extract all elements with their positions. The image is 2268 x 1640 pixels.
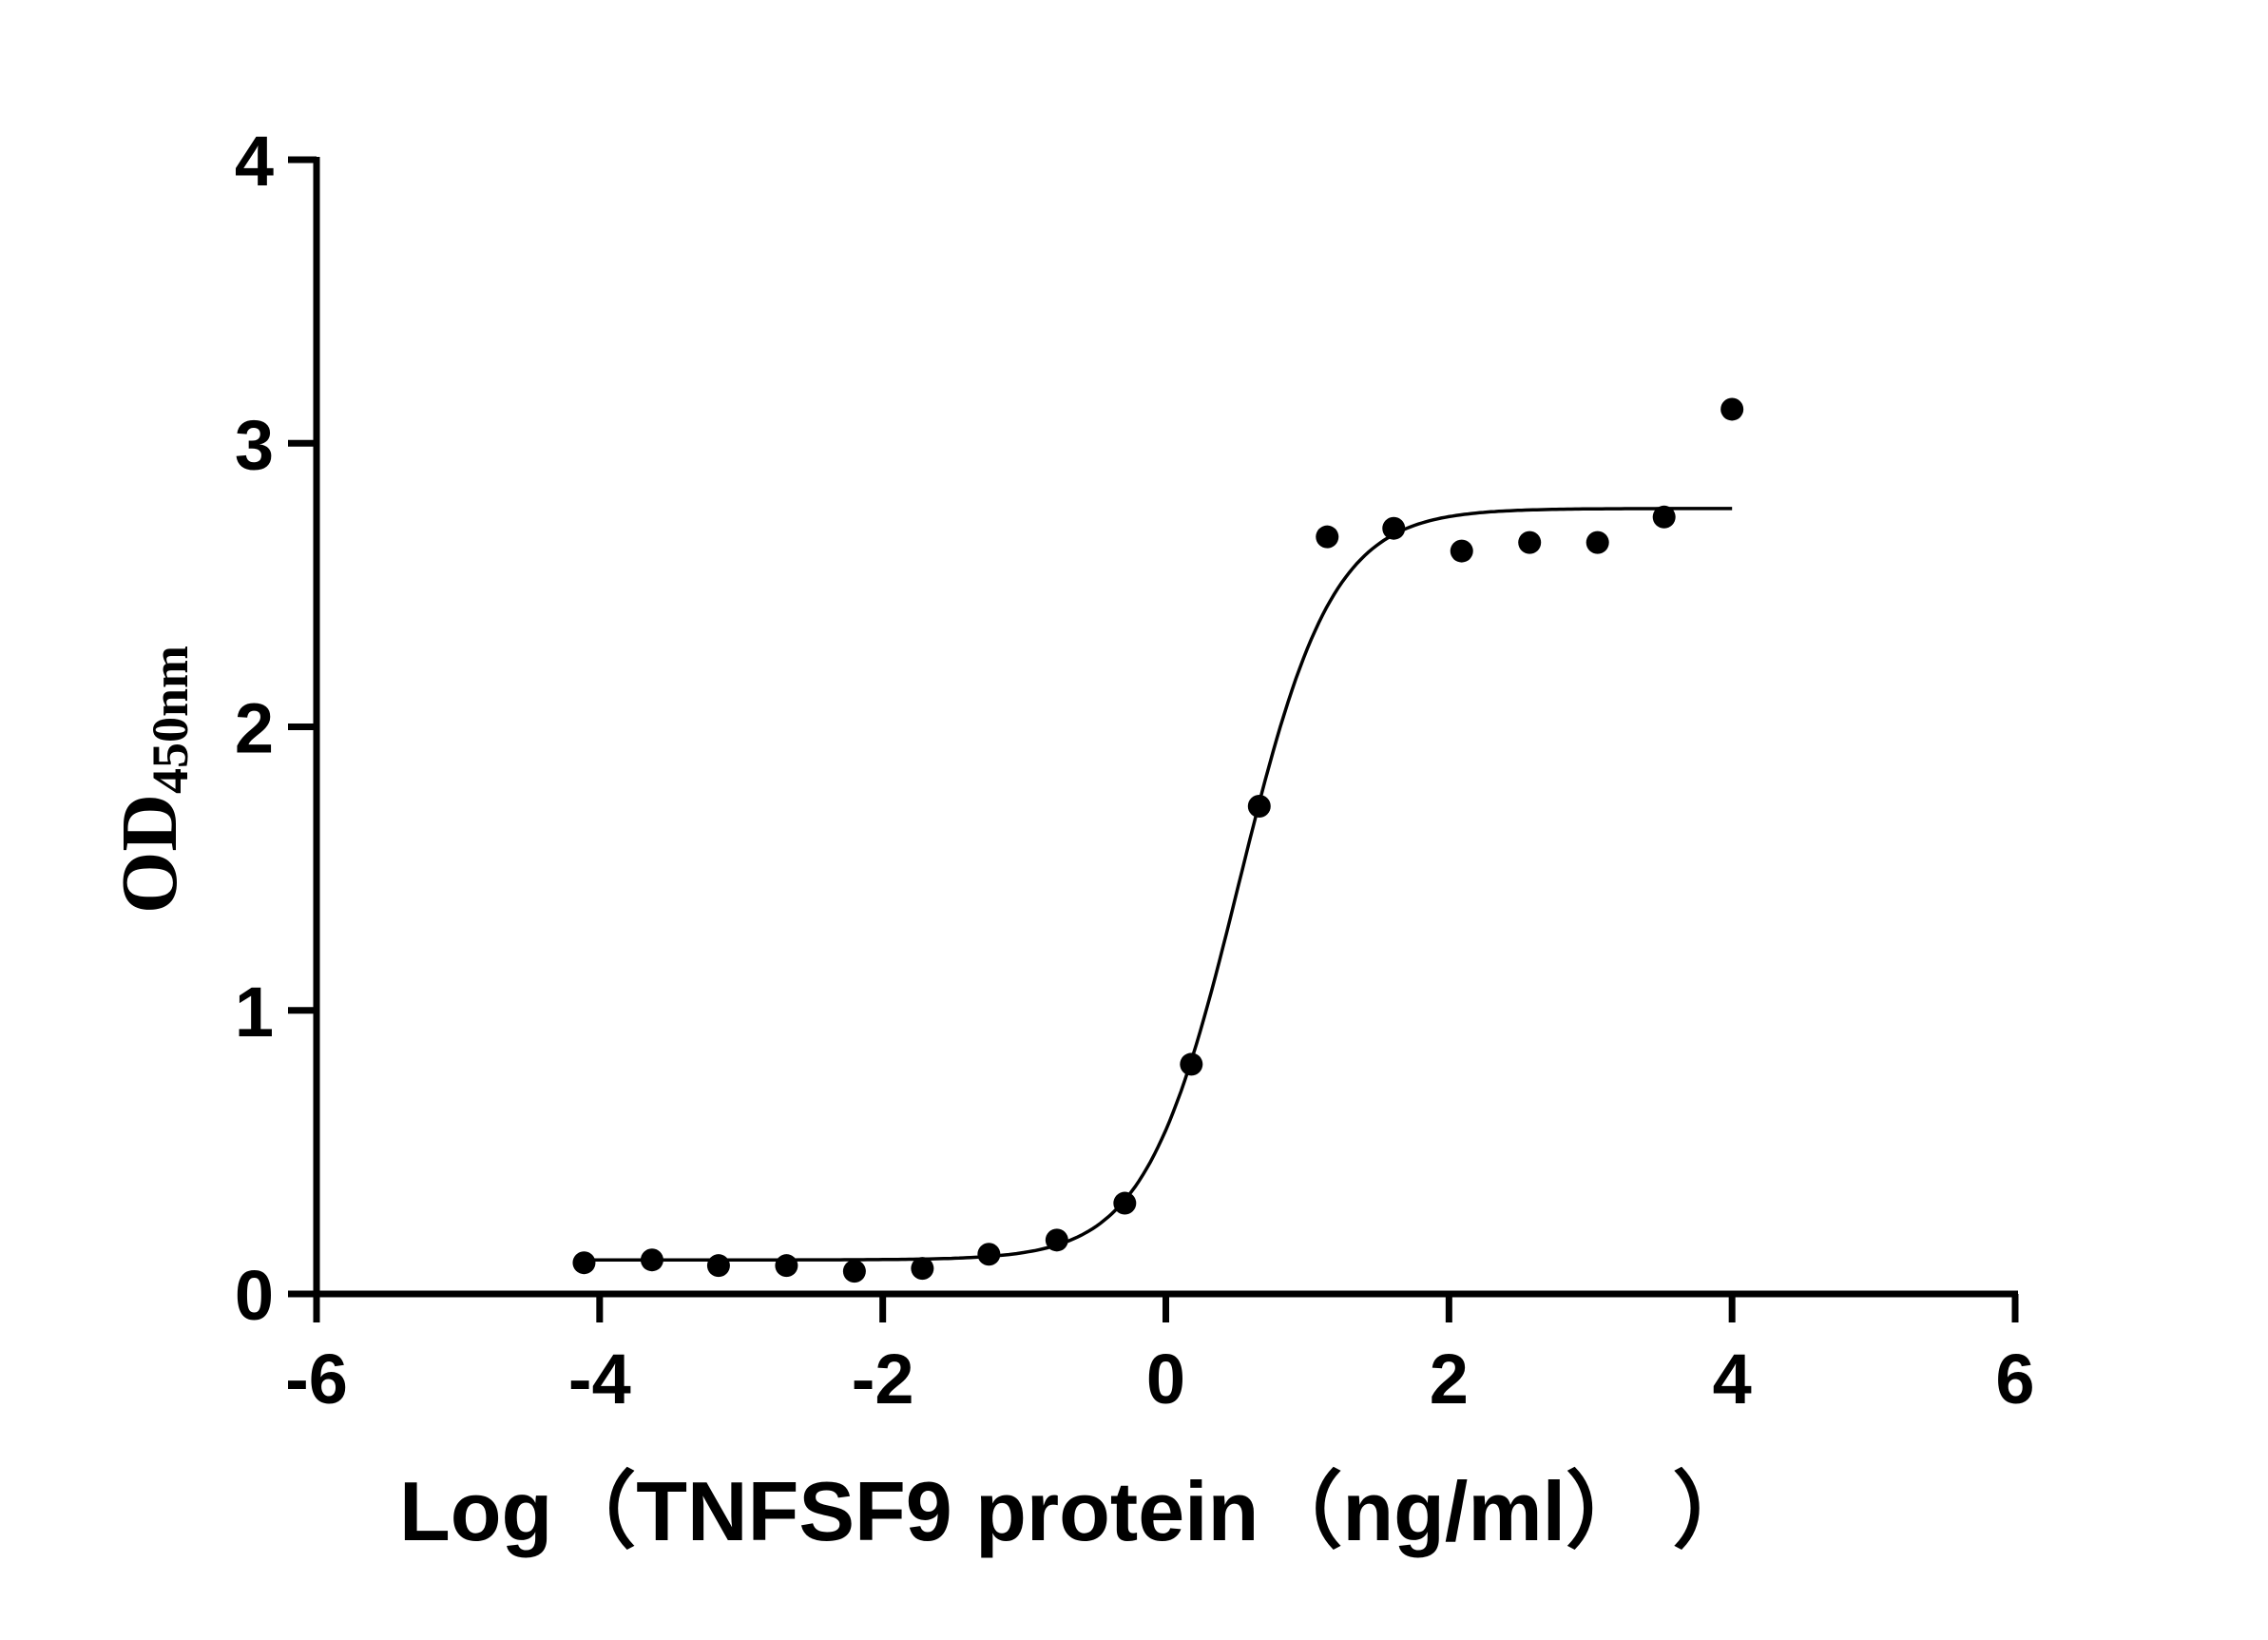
- data-point: [1382, 516, 1406, 540]
- data-point: [572, 1251, 596, 1275]
- x-tick-label: 2: [1430, 1340, 1469, 1418]
- data-point: [706, 1254, 730, 1278]
- data-point: [640, 1248, 663, 1272]
- data-point: [1113, 1191, 1137, 1215]
- data-point: [775, 1254, 798, 1278]
- y-tick-label: 2: [235, 689, 274, 768]
- data-point: [911, 1257, 934, 1281]
- data-point: [1316, 525, 1339, 549]
- data-point: [1450, 539, 1473, 563]
- fit-curve-layer: [584, 507, 1733, 1262]
- y-tick-label: 0: [235, 1256, 274, 1335]
- data-points: [572, 397, 1744, 1283]
- data-point: [1720, 397, 1744, 421]
- data-point: [1180, 1052, 1203, 1076]
- y-tick-label: 1: [235, 973, 274, 1052]
- y-axis-label: OD450nm: [106, 646, 199, 914]
- fit-curve: [584, 507, 1733, 1262]
- x-tick-label: 4: [1713, 1340, 1752, 1418]
- x-tick-label: -2: [852, 1340, 914, 1418]
- y-tick-label: 3: [235, 405, 274, 484]
- x-tick-label: 6: [1995, 1340, 2034, 1418]
- y-tick-label: 4: [235, 122, 274, 201]
- axes: -6 -4 -2 0 2 4 6 0 1 2 3 4: [235, 122, 2035, 1418]
- data-point: [1518, 531, 1542, 554]
- data-point: [1247, 795, 1271, 819]
- x-tick-label: -6: [285, 1340, 348, 1418]
- data-point: [1045, 1228, 1068, 1252]
- data-point: [977, 1243, 1001, 1266]
- data-point: [1586, 531, 1609, 554]
- x-tick-label: -4: [568, 1340, 631, 1418]
- data-point: [1652, 505, 1676, 529]
- x-axis-label: Log（TNFSF9 protein（ng/ml） ）: [399, 1464, 1756, 1558]
- data-point: [842, 1260, 866, 1283]
- x-tick-label: 0: [1146, 1340, 1185, 1418]
